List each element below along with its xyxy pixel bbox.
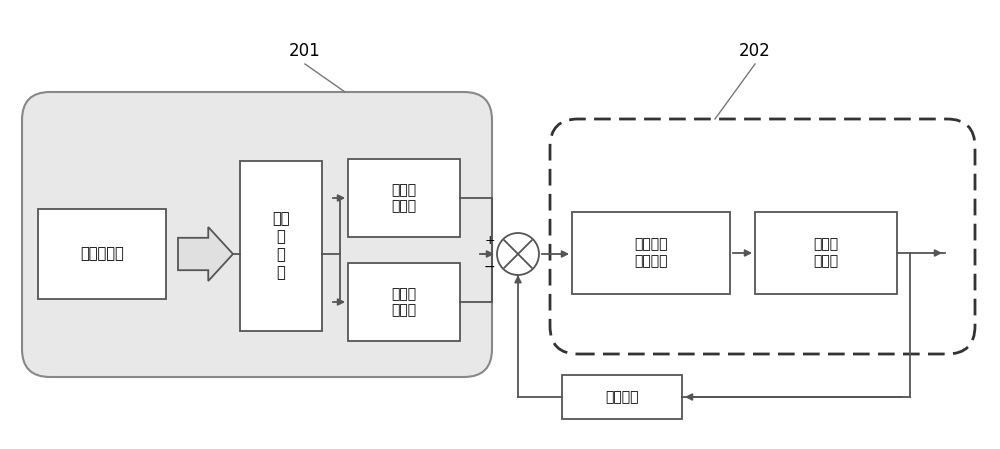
Text: 自适应滑
模控制器: 自适应滑 模控制器 xyxy=(634,238,668,269)
Text: 推进位
置指令: 推进位 置指令 xyxy=(391,287,417,317)
Bar xyxy=(572,212,730,294)
Text: 递进机
构模型: 递进机 构模型 xyxy=(813,238,839,269)
Text: 位置反馈: 位置反馈 xyxy=(605,390,639,404)
Text: 旋捩位
置指令: 旋捩位 置指令 xyxy=(391,183,417,213)
Polygon shape xyxy=(178,227,233,281)
Bar xyxy=(562,375,682,419)
FancyBboxPatch shape xyxy=(550,119,975,354)
Text: 滑动
操
作
套: 滑动 操 作 套 xyxy=(272,211,290,281)
Bar xyxy=(755,212,897,294)
Text: 202: 202 xyxy=(739,42,771,60)
Text: +: + xyxy=(484,234,495,247)
Bar xyxy=(348,159,460,237)
Bar xyxy=(240,161,322,331)
FancyBboxPatch shape xyxy=(22,92,492,377)
Text: −: − xyxy=(483,260,495,274)
Text: 201: 201 xyxy=(289,42,321,60)
Bar xyxy=(348,263,460,341)
Bar xyxy=(38,209,166,299)
Circle shape xyxy=(497,233,539,275)
Text: 医生操作力: 医生操作力 xyxy=(80,247,124,261)
